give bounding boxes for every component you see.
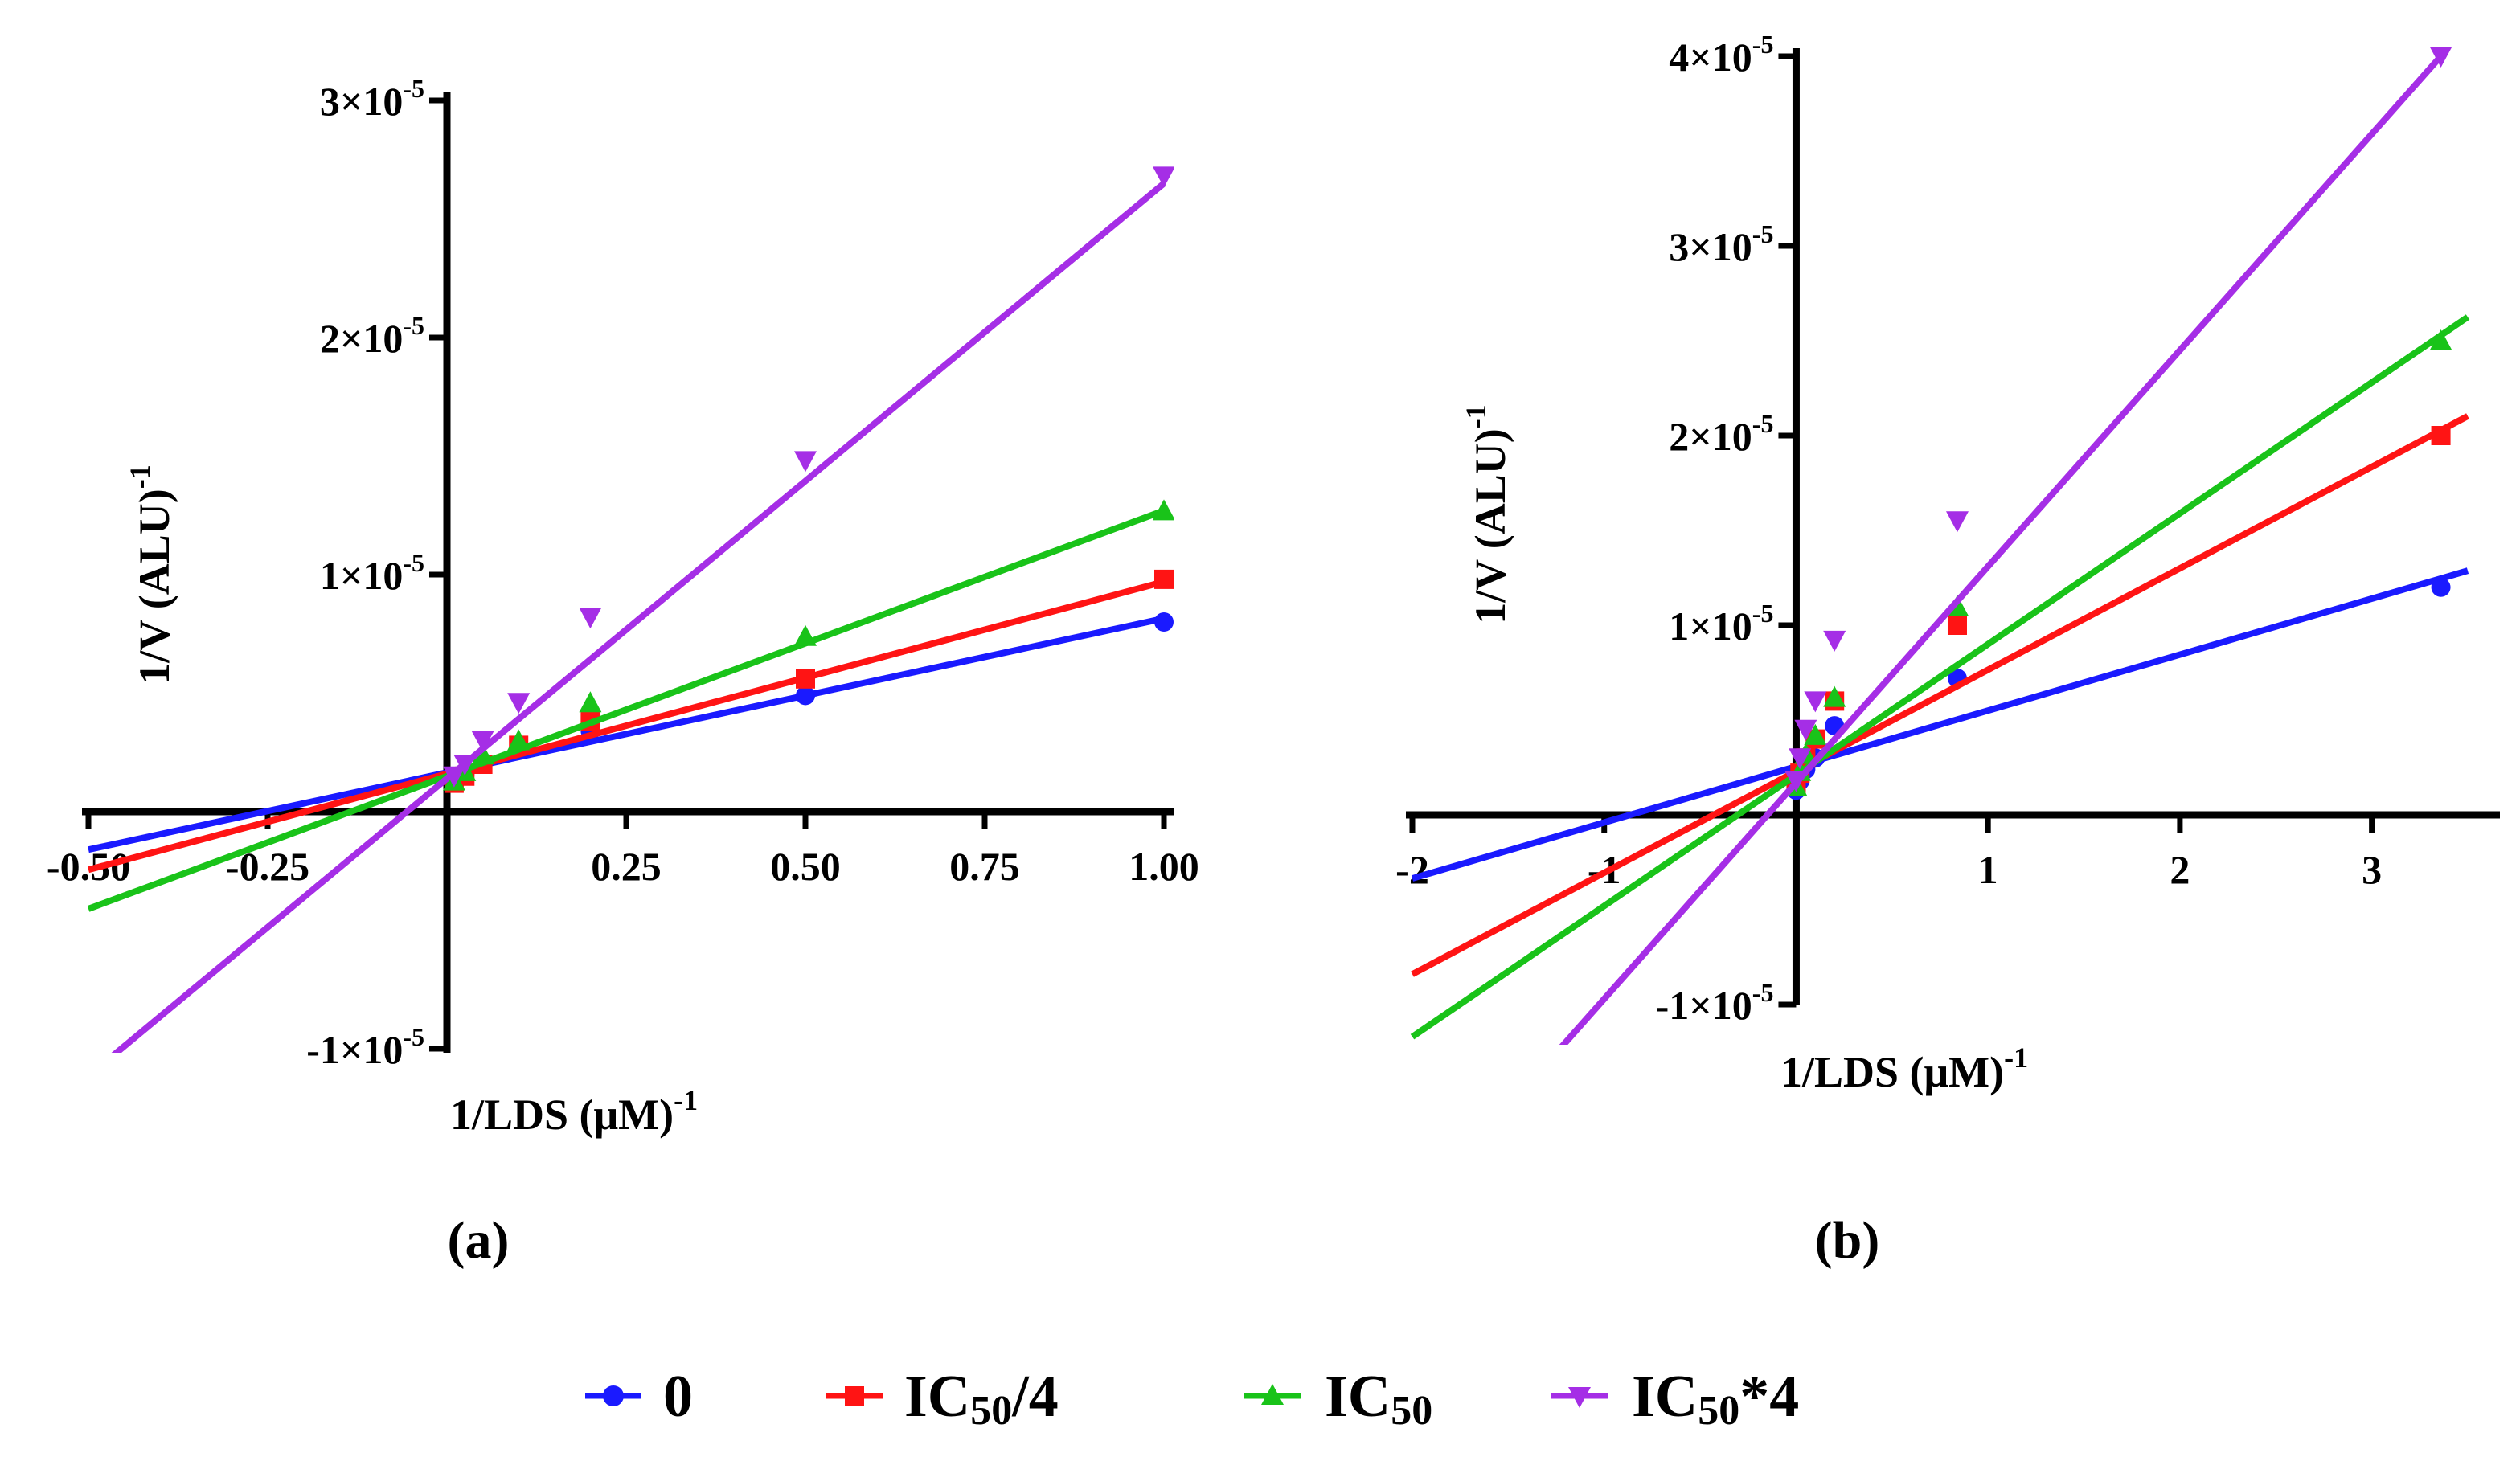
panel-a-y-tick-label-2: 2×10-5 — [320, 311, 424, 361]
panel-a: -0.50 -0.25 0.25 0.50 0.75 1.00-1×10-51×10-52… — [47, 74, 1199, 1139]
panel-a-series-ic50-4 — [111, 166, 1174, 1053]
legend-label-ic50: IC50 — [1325, 1364, 1432, 1434]
legend-marker-circle — [603, 1385, 624, 1406]
panel-a-label: (a) — [448, 1211, 510, 1270]
legend-label-ic50-times4: IC50*4 — [1632, 1364, 1799, 1434]
panel-a-y-tick-label-1: -1×10-5 — [306, 1022, 424, 1072]
panel-b-series-ic50-4 — [1411, 413, 2469, 977]
panel-b-series-ic50-4-point — [1789, 748, 1812, 770]
panel-a-series-ic50-4-point — [471, 730, 494, 752]
panel-a-series-ic50-point — [507, 729, 531, 751]
panel-a-series-ic50-point — [1153, 499, 1174, 521]
panel-a-series-ic50-4 — [88, 569, 1174, 874]
panel-b-series-ic50-4-point — [1784, 771, 1808, 792]
panel-b-y-tick-label-4: 4×10-5 — [1669, 30, 1773, 80]
panel-a-y-tick-label-1: 1×10-5 — [320, 548, 424, 598]
panel-a-series-0-point — [796, 685, 815, 706]
panel-a-series-0-fit-line — [88, 615, 1165, 853]
panel-b-series-ic50-4-point — [2429, 47, 2452, 68]
panel-b-y-axis-title: 1/V (ALU)-1 — [1460, 404, 1514, 624]
panel-b-series-ic50-point — [1804, 723, 1827, 745]
legend-marker-triangle-up — [1261, 1384, 1284, 1405]
panel-b-series-ic50-4 — [1559, 47, 2452, 1045]
panel-a-series-ic50-fit-line — [88, 507, 1166, 912]
panel-b-x-tick-label-3: 3 — [2362, 847, 2382, 892]
panel-b-x-tick-label-1: 1 — [1978, 847, 1998, 892]
legend-marker-triangle-down — [1568, 1387, 1591, 1408]
panel-b-y-tick-label-1: 1×10-5 — [1669, 599, 1773, 649]
panel-a-series-ic50-4-point — [453, 755, 477, 776]
legend-label-0: 0 — [663, 1364, 693, 1430]
panel-b-series-ic50 — [1410, 314, 2470, 1040]
legend-item-ic50[interactable]: IC50 — [1244, 1364, 1432, 1434]
panel-a-series-0-point — [1154, 612, 1174, 632]
panel-b-series-ic50-point — [1823, 685, 1846, 707]
panel-a-series-ic50-point — [471, 743, 494, 765]
panel-b-x-tick-label-2: -2 — [1395, 847, 1429, 892]
panel-a-series-ic50-4-point — [442, 766, 465, 788]
panel-a-series-ic50-4-point — [794, 451, 817, 473]
panel-b-series-ic50-4-point — [1823, 630, 1846, 652]
panel-a-series-ic50-4-fit-line — [88, 578, 1166, 874]
panel-b-series-ic50-fit-line — [1410, 314, 2470, 1040]
panel-a-series-ic50-4-point — [507, 693, 531, 714]
legend-item-ic50-quarter[interactable]: IC50/4 — [826, 1364, 1059, 1434]
panel-b-y-tick-label-3: 3×10-5 — [1669, 219, 1773, 269]
panel-a-y-axis-title: 1/V (ALU)-1 — [124, 464, 178, 685]
panel-b-series-ic50-4-point — [1945, 511, 1969, 533]
panel-b-series-0-point — [2431, 577, 2451, 597]
panel-a-series-ic50-point — [579, 691, 602, 713]
panel-a-x-tick-label-1-00: 1.00 — [1129, 844, 1199, 889]
panel-b-x-tick-label-2: 2 — [2170, 847, 2190, 892]
panel-b-label: (b) — [1815, 1211, 1880, 1270]
panel-b-series-ic50-4-point — [2431, 426, 2451, 445]
panel-b-series-ic50-4-fit-line — [1559, 54, 2444, 1045]
panel-b-y-tick-label-1: -1×10-5 — [1656, 978, 1774, 1028]
panel-a-series-ic50-4-point — [1154, 569, 1174, 589]
panel-a-series-ic50-point — [794, 624, 817, 646]
panel-b-series-ic50-4-fit-line — [1411, 413, 2469, 977]
panel-b-series-ic50-4-point — [1947, 616, 1967, 635]
legend-item-ic50-times4[interactable]: IC50*4 — [1551, 1364, 1799, 1434]
panel-b-series-ic50-4-point — [1804, 691, 1827, 713]
panel-b-series-ic50-point — [2429, 329, 2452, 350]
panel-a-x-tick-label-0-50: 0.50 — [770, 844, 841, 889]
panel-b-series-0-fit-line — [1411, 567, 2469, 882]
panel-a-series-ic50-4-point — [579, 608, 602, 629]
legend-marker-square — [845, 1386, 864, 1406]
panel-a-x-tick-label-0-50: -0.50 — [47, 844, 130, 889]
panel-b-x-axis-title: 1/LDS (μM)-1 — [1780, 1042, 2028, 1096]
panel-b: -2-1123-1×10-51×10-52×10-53×10-54×10-51/… — [1395, 30, 2500, 1096]
legend-item-0[interactable]: 0 — [585, 1364, 693, 1430]
panel-b-series-ic50-4-point — [1794, 719, 1817, 741]
panel-a-x-tick-label-0-75: 0.75 — [949, 844, 1020, 889]
panel-b-y-tick-label-2: 2×10-5 — [1669, 409, 1773, 459]
panel-a-series-ic50-4-point — [796, 669, 815, 689]
panel-a-x-axis-title: 1/LDS (μM)-1 — [450, 1084, 698, 1139]
panel-a-series-ic50-4-point — [1153, 166, 1174, 188]
legend: 0 IC50/4 IC50 IC50*4 — [585, 1364, 1799, 1434]
panel-a-x-tick-label-0-25: 0.25 — [591, 844, 662, 889]
legend-label-ic50-quarter: IC50/4 — [904, 1364, 1059, 1434]
panel-a-y-tick-label-3: 3×10-5 — [320, 74, 424, 124]
panel-a-series-ic50-4-fit-line — [111, 181, 1166, 1053]
